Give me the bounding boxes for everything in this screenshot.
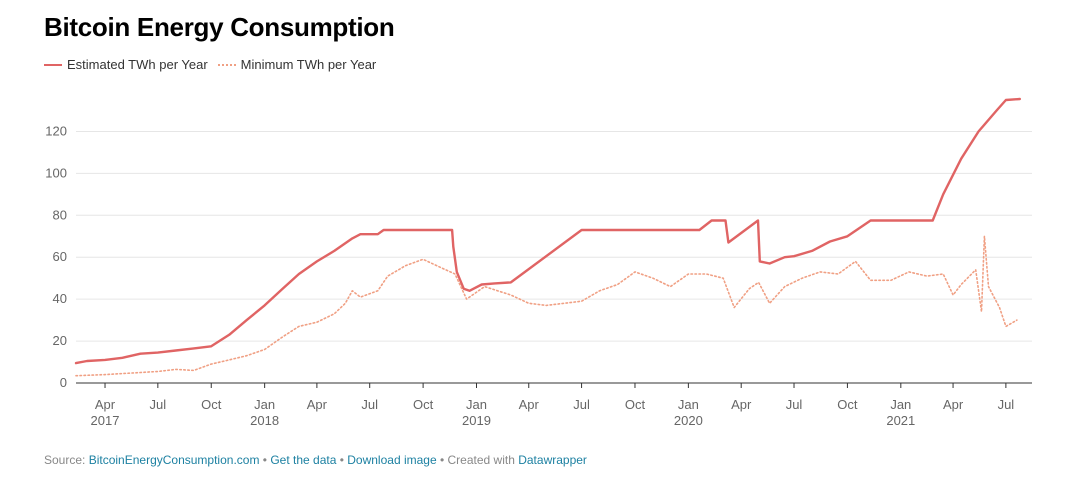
x-tick-year-label: 2018 (250, 413, 279, 428)
y-tick-label: 80 (53, 207, 67, 222)
series-line-minimum (75, 235, 1018, 377)
legend-item-minimum: Minimum TWh per Year (217, 57, 377, 72)
x-tick-label: Apr (519, 397, 540, 412)
chart-title: Bitcoin Energy Consumption (44, 12, 395, 42)
y-tick-label: 60 (53, 249, 67, 264)
y-axis-ticks: 0 20 40 60 80 100 120 (45, 123, 67, 390)
x-tick-label: Apr (731, 397, 752, 412)
source-link[interactable]: BitcoinEnergyConsumption.com (88, 453, 260, 467)
legend-swatch-dotted (217, 63, 236, 66)
x-tick-label: Jul (361, 397, 378, 412)
x-tick-label: Apr (943, 397, 964, 412)
footer-created-with: • Created with (436, 453, 519, 467)
legend-item-estimated: Estimated TWh per Year (44, 57, 208, 72)
footer-source-prefix: Source: (44, 453, 89, 467)
x-tick-label: Jan (254, 397, 275, 412)
x-tick-year-label: 2021 (886, 413, 915, 428)
x-tick-label: Jan (466, 397, 487, 412)
get-data-link[interactable]: Get the data (270, 453, 337, 467)
x-tick-label: Oct (413, 397, 434, 412)
legend-label-estimated: Estimated TWh per Year (67, 57, 208, 72)
x-tick-year-label: 2020 (674, 413, 703, 428)
y-tick-label: 100 (45, 165, 67, 180)
x-tick-label: Oct (201, 397, 222, 412)
footer-sep-1: • (259, 453, 271, 467)
legend-label-minimum: Minimum TWh per Year (240, 57, 377, 72)
legend: Estimated TWh per Year Minimum TWh per Y… (44, 57, 386, 72)
footer: Source: BitcoinEnergyConsumption.com • G… (44, 453, 587, 467)
legend-swatch-solid (44, 63, 62, 66)
x-tick-label: Oct (837, 397, 858, 412)
x-tick-label: Oct (625, 397, 646, 412)
x-tick-label: Apr (307, 397, 328, 412)
x-tick-label: Jan (890, 397, 911, 412)
series-lines (74, 97, 1021, 377)
x-tick-label: Jul (998, 397, 1015, 412)
footer-sep-2: • (336, 453, 348, 467)
x-tick-label: Apr (95, 397, 116, 412)
y-tick-label: 40 (53, 291, 67, 306)
x-tick-year-label: 2019 (462, 413, 491, 428)
x-tick-label: Jul (573, 397, 590, 412)
series-line-estimated (74, 97, 1021, 365)
download-image-link[interactable]: Download image (347, 453, 437, 467)
x-tick-year-label: 2017 (91, 413, 120, 428)
y-tick-label: 20 (53, 333, 67, 348)
datawrapper-link[interactable]: Datawrapper (518, 453, 587, 467)
y-tick-label: 0 (60, 375, 67, 390)
x-tick-label: Jan (678, 397, 699, 412)
y-tick-label: 120 (45, 123, 67, 138)
x-tick-label: Jul (786, 397, 803, 412)
x-tick-label: Jul (150, 397, 167, 412)
gridlines (76, 130, 1032, 342)
